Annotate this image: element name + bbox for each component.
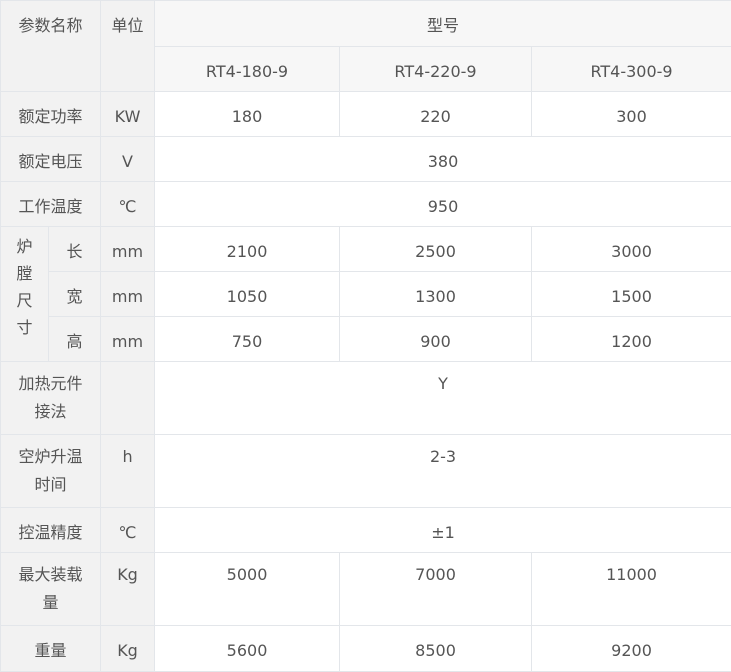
row-name: 长 [47,226,102,272]
row-unit: Kg [100,625,156,672]
row-name: 额定电压 [0,136,102,182]
row-unit: mm [100,271,156,317]
cell: 2100 [154,226,341,272]
row-name: 空炉升温时间 [0,434,102,508]
row-unit: h [100,434,156,508]
row-name: 高 [47,316,102,362]
cell: 3000 [531,226,731,272]
row-name: 最大装载量 [0,552,102,626]
row-name: 重量 [0,625,102,672]
row-name: 加热元件接法 [0,361,102,435]
cell: 900 [339,316,533,362]
cell: 2-3 [154,434,731,508]
row-unit: mm [100,316,156,362]
model-3: RT4-300-9 [531,46,731,92]
cell: 5600 [154,625,341,672]
row-unit: ℃ [100,181,156,227]
cell: 8500 [339,625,533,672]
cell: 1050 [154,271,341,317]
cell: 11000 [531,552,731,626]
row-unit: V [100,136,156,182]
row-name: 控温精度 [0,507,102,553]
header-model: 型号 [154,0,731,47]
cell: 750 [154,316,341,362]
row-name: 工作温度 [0,181,102,227]
header-param: 参数名称 [0,0,102,92]
row-name: 宽 [47,271,102,317]
cell: 180 [154,91,341,137]
group-name: 炉膛尺寸 [0,226,49,362]
cell: 1200 [531,316,731,362]
row-unit: mm [100,226,156,272]
model-1: RT4-180-9 [154,46,341,92]
model-2: RT4-220-9 [339,46,533,92]
row-unit: Kg [100,552,156,626]
cell: 950 [154,181,731,227]
row-unit: ℃ [100,507,156,553]
cell: ±1 [154,507,731,553]
cell: 7000 [339,552,533,626]
row-unit [100,361,156,435]
cell: 1500 [531,271,731,317]
row-unit: KW [100,91,156,137]
cell: 9200 [531,625,731,672]
cell: 5000 [154,552,341,626]
cell: 220 [339,91,533,137]
cell: 1300 [339,271,533,317]
cell: 300 [531,91,731,137]
cell: 380 [154,136,731,182]
cell: 2500 [339,226,533,272]
header-unit: 单位 [100,0,156,92]
row-name: 额定功率 [0,91,102,137]
cell: Y [154,361,731,435]
